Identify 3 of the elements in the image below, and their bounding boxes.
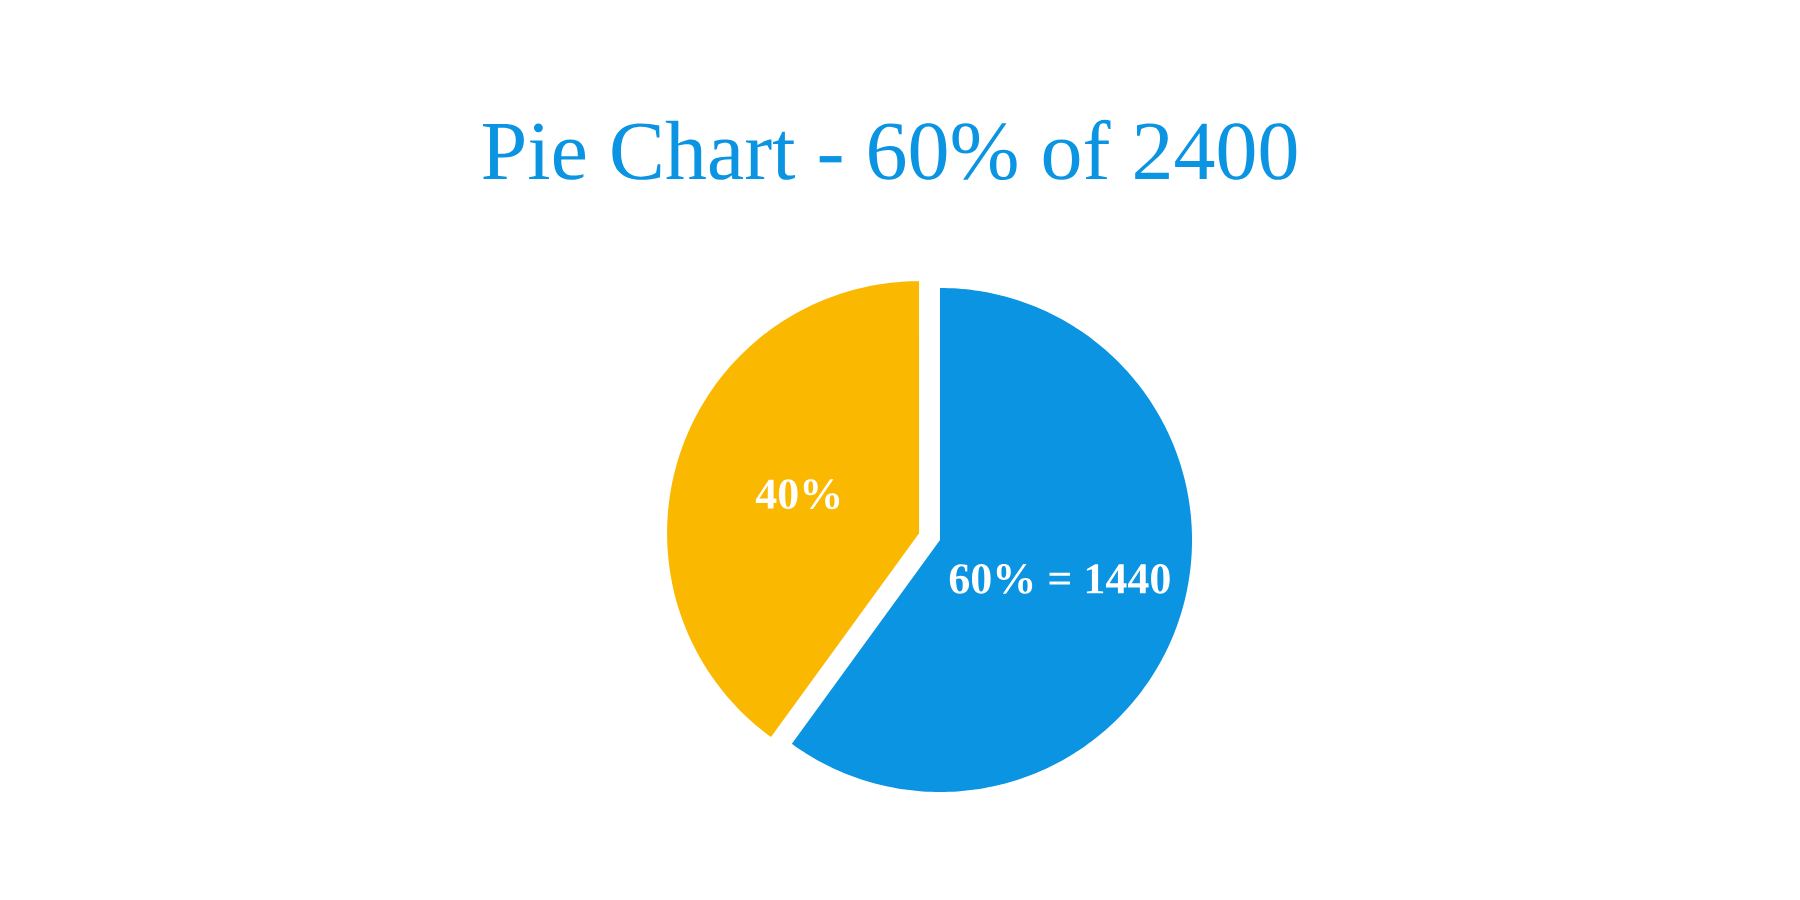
data-label: 60% = 1440 xyxy=(949,564,1170,594)
chart-title: Pie Chart - 60% of 2400 xyxy=(482,119,1297,181)
data-label: 40% xyxy=(755,479,840,510)
